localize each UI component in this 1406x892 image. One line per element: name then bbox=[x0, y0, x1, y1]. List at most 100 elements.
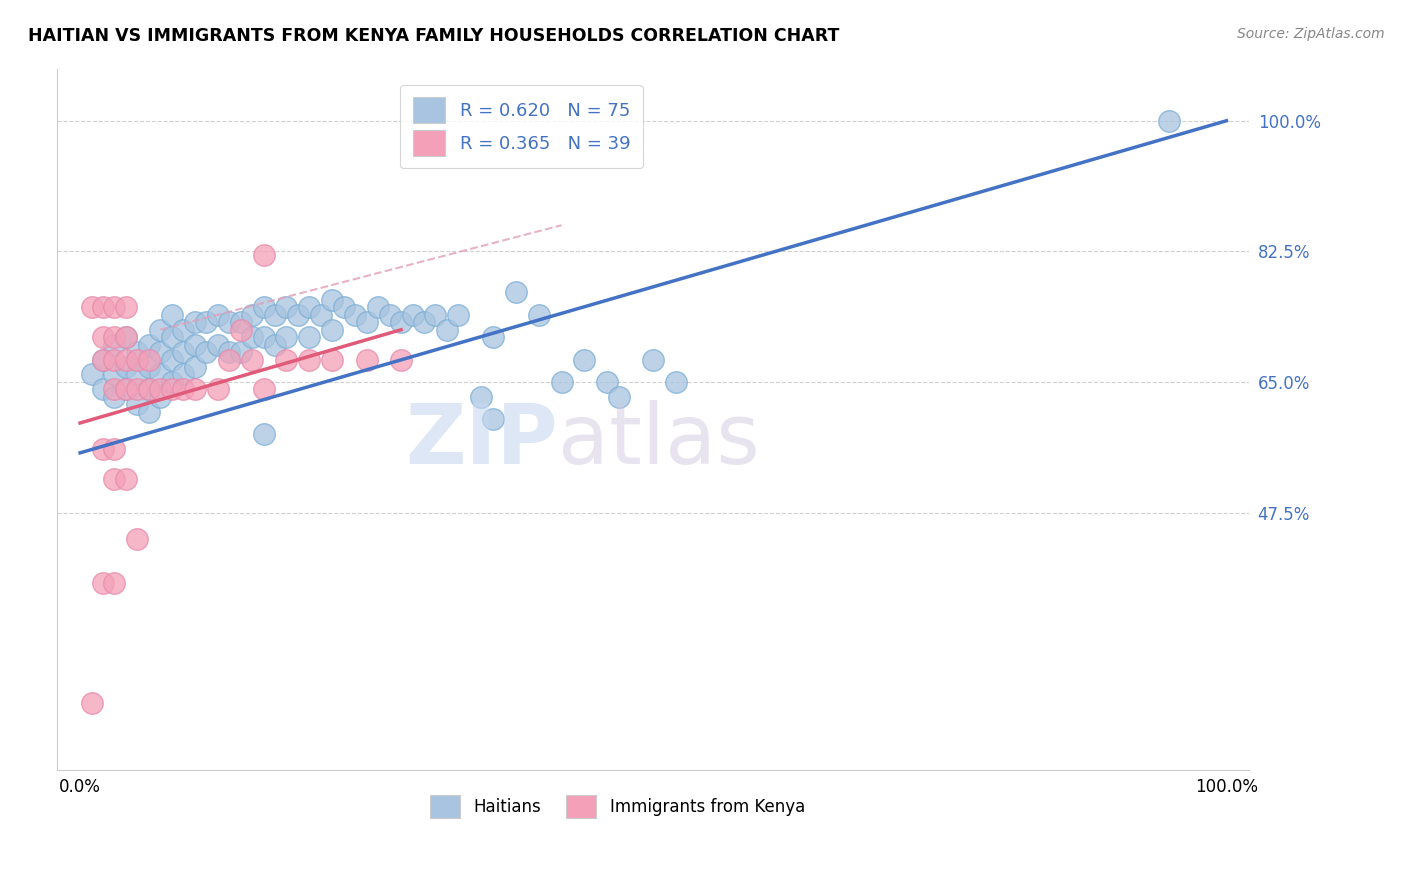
Point bbox=[321, 293, 343, 307]
Point bbox=[91, 576, 114, 591]
Point bbox=[91, 301, 114, 315]
Point bbox=[252, 301, 274, 315]
Point bbox=[643, 352, 665, 367]
Point bbox=[550, 375, 572, 389]
Point bbox=[115, 352, 138, 367]
Point bbox=[160, 352, 183, 367]
Point bbox=[149, 383, 172, 397]
Point bbox=[138, 359, 160, 374]
Point bbox=[276, 352, 298, 367]
Point bbox=[389, 352, 412, 367]
Point bbox=[665, 375, 688, 389]
Point bbox=[115, 330, 138, 344]
Point bbox=[127, 352, 149, 367]
Point bbox=[229, 315, 252, 329]
Point bbox=[103, 368, 125, 382]
Point bbox=[91, 442, 114, 456]
Point bbox=[436, 323, 458, 337]
Point bbox=[413, 315, 436, 329]
Point bbox=[80, 301, 103, 315]
Point bbox=[127, 383, 149, 397]
Point bbox=[103, 352, 125, 367]
Point bbox=[425, 308, 447, 322]
Point bbox=[138, 383, 160, 397]
Point bbox=[127, 532, 149, 546]
Point bbox=[91, 330, 114, 344]
Point bbox=[138, 337, 160, 351]
Point bbox=[264, 337, 287, 351]
Point bbox=[103, 330, 125, 344]
Point bbox=[103, 337, 125, 351]
Point bbox=[356, 352, 378, 367]
Point bbox=[138, 405, 160, 419]
Point bbox=[252, 383, 274, 397]
Point bbox=[218, 345, 240, 359]
Point bbox=[401, 308, 423, 322]
Text: Source: ZipAtlas.com: Source: ZipAtlas.com bbox=[1237, 27, 1385, 41]
Point bbox=[91, 352, 114, 367]
Point bbox=[264, 308, 287, 322]
Point bbox=[115, 383, 138, 397]
Point bbox=[505, 285, 527, 300]
Point bbox=[115, 359, 138, 374]
Point bbox=[321, 352, 343, 367]
Point bbox=[207, 337, 229, 351]
Point bbox=[332, 301, 354, 315]
Point bbox=[481, 412, 503, 426]
Point bbox=[574, 352, 596, 367]
Point bbox=[127, 397, 149, 411]
Point bbox=[103, 576, 125, 591]
Point bbox=[184, 337, 207, 351]
Point bbox=[127, 368, 149, 382]
Point bbox=[218, 352, 240, 367]
Point bbox=[207, 308, 229, 322]
Point bbox=[172, 323, 194, 337]
Point bbox=[240, 352, 263, 367]
Point bbox=[149, 368, 172, 382]
Point bbox=[298, 352, 321, 367]
Point bbox=[115, 383, 138, 397]
Point bbox=[172, 383, 194, 397]
Point bbox=[195, 345, 218, 359]
Point bbox=[309, 308, 332, 322]
Point bbox=[218, 315, 240, 329]
Point bbox=[276, 301, 298, 315]
Point bbox=[184, 315, 207, 329]
Point bbox=[240, 330, 263, 344]
Point bbox=[207, 383, 229, 397]
Point bbox=[252, 330, 274, 344]
Point bbox=[103, 442, 125, 456]
Legend: Haitians, Immigrants from Kenya: Haitians, Immigrants from Kenya bbox=[423, 788, 811, 825]
Point bbox=[607, 390, 630, 404]
Point bbox=[172, 368, 194, 382]
Point bbox=[298, 330, 321, 344]
Point bbox=[356, 315, 378, 329]
Point bbox=[321, 323, 343, 337]
Point bbox=[1159, 113, 1181, 128]
Text: atlas: atlas bbox=[558, 400, 759, 481]
Point bbox=[91, 383, 114, 397]
Point bbox=[127, 345, 149, 359]
Point bbox=[184, 383, 207, 397]
Point bbox=[481, 330, 503, 344]
Point bbox=[91, 352, 114, 367]
Point bbox=[389, 315, 412, 329]
Point bbox=[447, 308, 470, 322]
Point bbox=[149, 323, 172, 337]
Point bbox=[287, 308, 309, 322]
Point bbox=[252, 427, 274, 442]
Point bbox=[80, 368, 103, 382]
Point bbox=[195, 315, 218, 329]
Point bbox=[138, 383, 160, 397]
Point bbox=[252, 248, 274, 262]
Point bbox=[103, 301, 125, 315]
Point bbox=[367, 301, 389, 315]
Text: ZIP: ZIP bbox=[405, 400, 558, 481]
Point bbox=[160, 383, 183, 397]
Point bbox=[344, 308, 367, 322]
Point bbox=[115, 472, 138, 486]
Point bbox=[138, 352, 160, 367]
Point bbox=[149, 345, 172, 359]
Point bbox=[229, 345, 252, 359]
Point bbox=[229, 323, 252, 337]
